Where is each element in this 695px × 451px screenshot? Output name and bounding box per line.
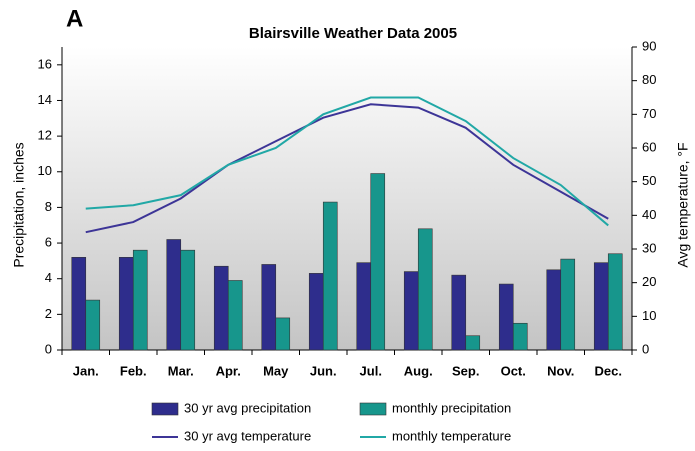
y-tick-label: 16 xyxy=(38,56,52,71)
y2-axis-label: Avg temperature, °F xyxy=(675,142,691,267)
bar xyxy=(417,228,433,351)
bar xyxy=(465,335,481,351)
legend-label: 30 yr avg temperature xyxy=(184,428,311,443)
bar xyxy=(227,280,243,351)
y2-tick-label: 0 xyxy=(642,341,649,356)
y-tick-label: 12 xyxy=(38,128,52,143)
bar xyxy=(607,253,623,351)
bar xyxy=(451,274,467,351)
x-tick-label: Feb. xyxy=(120,363,147,378)
bar xyxy=(403,271,419,351)
y2-tick-label: 40 xyxy=(642,207,656,222)
bar xyxy=(593,262,609,351)
y-tick-label: 10 xyxy=(38,163,52,178)
bar xyxy=(370,173,386,351)
y-tick-label: 8 xyxy=(45,199,52,214)
legend-label: monthly temperature xyxy=(392,428,511,443)
line xyxy=(85,96,609,227)
bar xyxy=(275,317,291,351)
bar xyxy=(498,283,514,351)
bar xyxy=(166,239,182,351)
x-tick-label: May xyxy=(263,363,289,378)
y2-tick-label: 80 xyxy=(642,72,656,87)
x-tick-label: Apr. xyxy=(216,363,241,378)
bar xyxy=(261,264,277,351)
y-tick-label: 14 xyxy=(38,92,52,107)
bar xyxy=(118,257,134,351)
y2-tick-label: 50 xyxy=(642,173,656,188)
y2-tick-label: 30 xyxy=(642,240,656,255)
y2-tick-label: 70 xyxy=(642,106,656,121)
y2-tick-label: 20 xyxy=(642,274,656,289)
y2-tick-label: 10 xyxy=(642,308,656,323)
legend-label: monthly precipitation xyxy=(392,400,511,415)
bar xyxy=(356,262,372,351)
panel-label: A xyxy=(66,5,83,32)
bar xyxy=(512,322,528,351)
y-axis-label: Precipitation, inches xyxy=(11,142,27,267)
x-tick-label: Sep. xyxy=(452,363,479,378)
chart-title: Blairsville Weather Data 2005 xyxy=(249,25,457,42)
y-tick-label: 2 xyxy=(45,306,52,321)
x-tick-label: Aug. xyxy=(404,363,433,378)
x-tick-label: Nov. xyxy=(547,363,574,378)
bar xyxy=(213,265,229,351)
legend-swatch xyxy=(151,402,179,416)
x-tick-label: Oct. xyxy=(501,363,526,378)
x-tick-label: Jun. xyxy=(310,363,337,378)
plot-background xyxy=(62,47,632,350)
y-tick-label: 4 xyxy=(45,270,52,285)
x-tick-label: Mar. xyxy=(168,363,194,378)
bar xyxy=(71,257,87,351)
x-tick-label: Jul. xyxy=(360,363,382,378)
bar xyxy=(308,273,324,351)
y-tick-label: 0 xyxy=(45,341,52,356)
x-tick-label: Jan. xyxy=(73,363,99,378)
bar xyxy=(322,201,338,351)
y2-tick-label: 60 xyxy=(642,139,656,154)
x-tick-label: Dec. xyxy=(595,363,622,378)
bar xyxy=(180,249,196,351)
bar xyxy=(546,269,562,351)
legend-swatch xyxy=(359,402,387,416)
y-tick-label: 6 xyxy=(45,234,52,249)
legend-label: 30 yr avg precipitation xyxy=(184,400,311,415)
bar xyxy=(560,258,576,351)
bar xyxy=(85,299,101,351)
bar xyxy=(132,249,148,351)
y2-tick-label: 90 xyxy=(642,38,656,53)
line xyxy=(85,103,609,234)
